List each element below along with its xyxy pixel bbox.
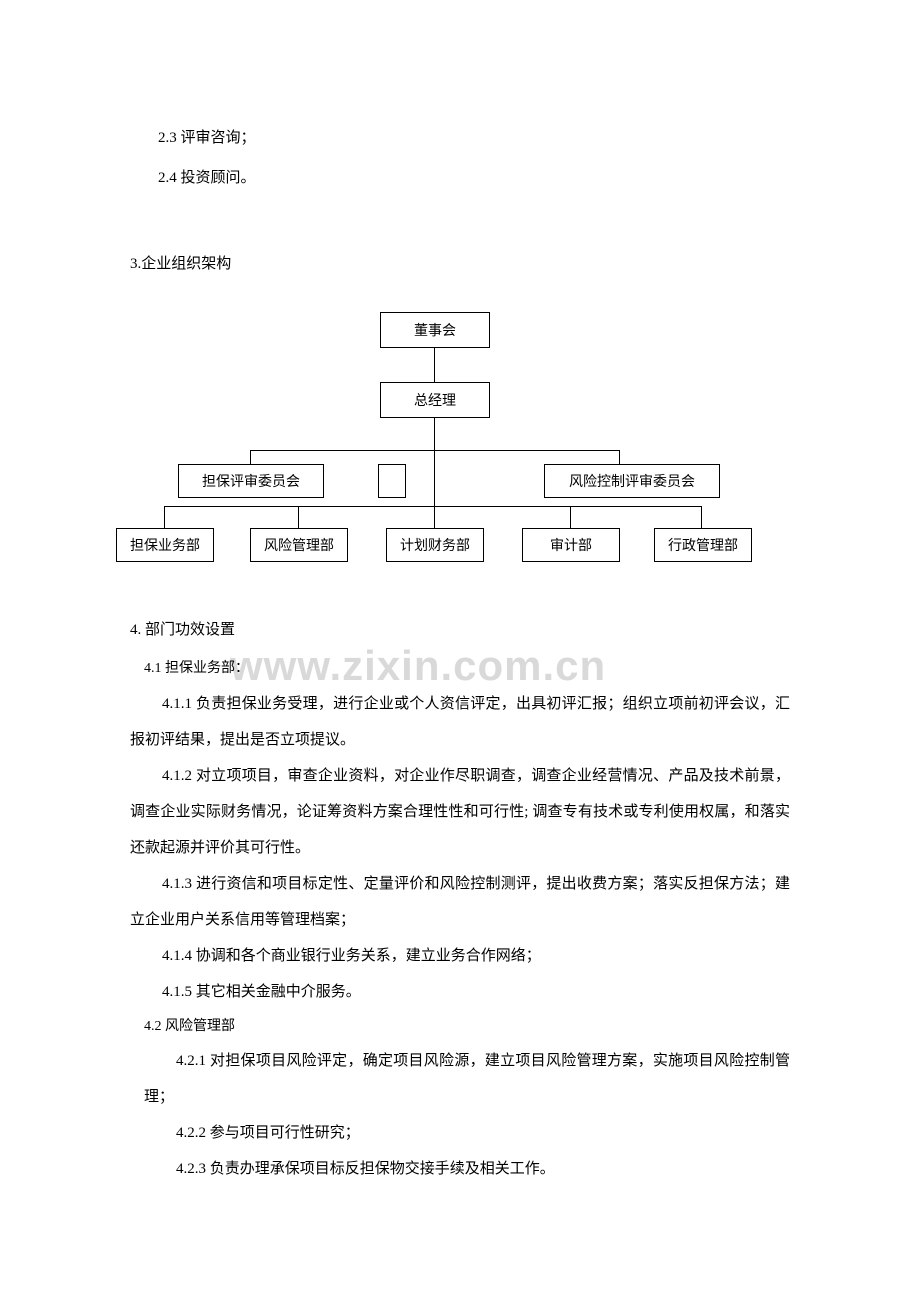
para-4-2-3: 4.2.3 负责办理承保项目标反担保物交接手续及相关工作。: [130, 1151, 790, 1187]
chart-line: [164, 506, 702, 507]
section-4-title: 4. 部门功效设置: [130, 612, 790, 648]
para-4-1-3: 4.1.3 进行资信和项目标定性、定量评价和风险控制测评，提出收费方案；落实反担…: [130, 866, 790, 938]
para-4-1-2: 4.1.2 对立项项目，审查企业资料，对企业作尽职调查，调查企业经营情况、产品及…: [130, 758, 790, 866]
item-2-4: 2.4 投资顾问。: [130, 160, 790, 196]
para-4-1-4: 4.1.4 协调和各个商业银行业务关系，建立业务合作网络；: [130, 938, 790, 974]
chart-line: [164, 506, 165, 528]
sub-4-1: 4.1 担保业务部：: [130, 652, 790, 686]
chart-line: [619, 450, 620, 464]
chart-box-board: 董事会: [380, 312, 490, 348]
chart-line: [250, 450, 251, 464]
para-4-2-1: 4.2.1 对担保项目风险评定，确定项目风险源，建立项目风险管理方案，实施项目风…: [130, 1043, 790, 1115]
sub-4-2: 4.2 风险管理部: [130, 1010, 790, 1044]
para-4-2-2: 4.2.2 参与项目可行性研究；: [130, 1115, 790, 1151]
section-3-title: 3.企业组织架构: [130, 246, 790, 282]
chart-box-committee2: 风险控制评审委员会: [544, 464, 720, 498]
org-chart: 董事会 总经理 担保评审委员会 风险控制评审委员会 担保业务部 风险管理部 计划…: [130, 312, 790, 582]
chart-box-dept3: 计划财务部: [386, 528, 484, 562]
para-4-1-1: 4.1.1 负责担保业务受理，进行企业或个人资信评定，出具初评汇报；组织立项前初…: [130, 686, 790, 758]
chart-line: [570, 506, 571, 528]
chart-box-dept1: 担保业务部: [116, 528, 214, 562]
chart-line: [298, 506, 299, 528]
chart-line: [434, 418, 435, 450]
chart-line: [434, 506, 435, 528]
chart-box-dept2: 风险管理部: [250, 528, 348, 562]
chart-line: [250, 450, 620, 451]
chart-box-spacer: [378, 464, 406, 498]
chart-line: [434, 348, 435, 382]
item-2-3: 2.3 评审咨询；: [130, 120, 790, 156]
chart-line: [701, 506, 702, 528]
chart-box-dept5: 行政管理部: [654, 528, 752, 562]
para-4-1-5: 4.1.5 其它相关金融中介服务。: [130, 974, 790, 1010]
chart-box-gm: 总经理: [380, 382, 490, 418]
chart-line: [434, 450, 435, 506]
chart-box-dept4: 审计部: [522, 528, 620, 562]
chart-box-committee1: 担保评审委员会: [178, 464, 324, 498]
